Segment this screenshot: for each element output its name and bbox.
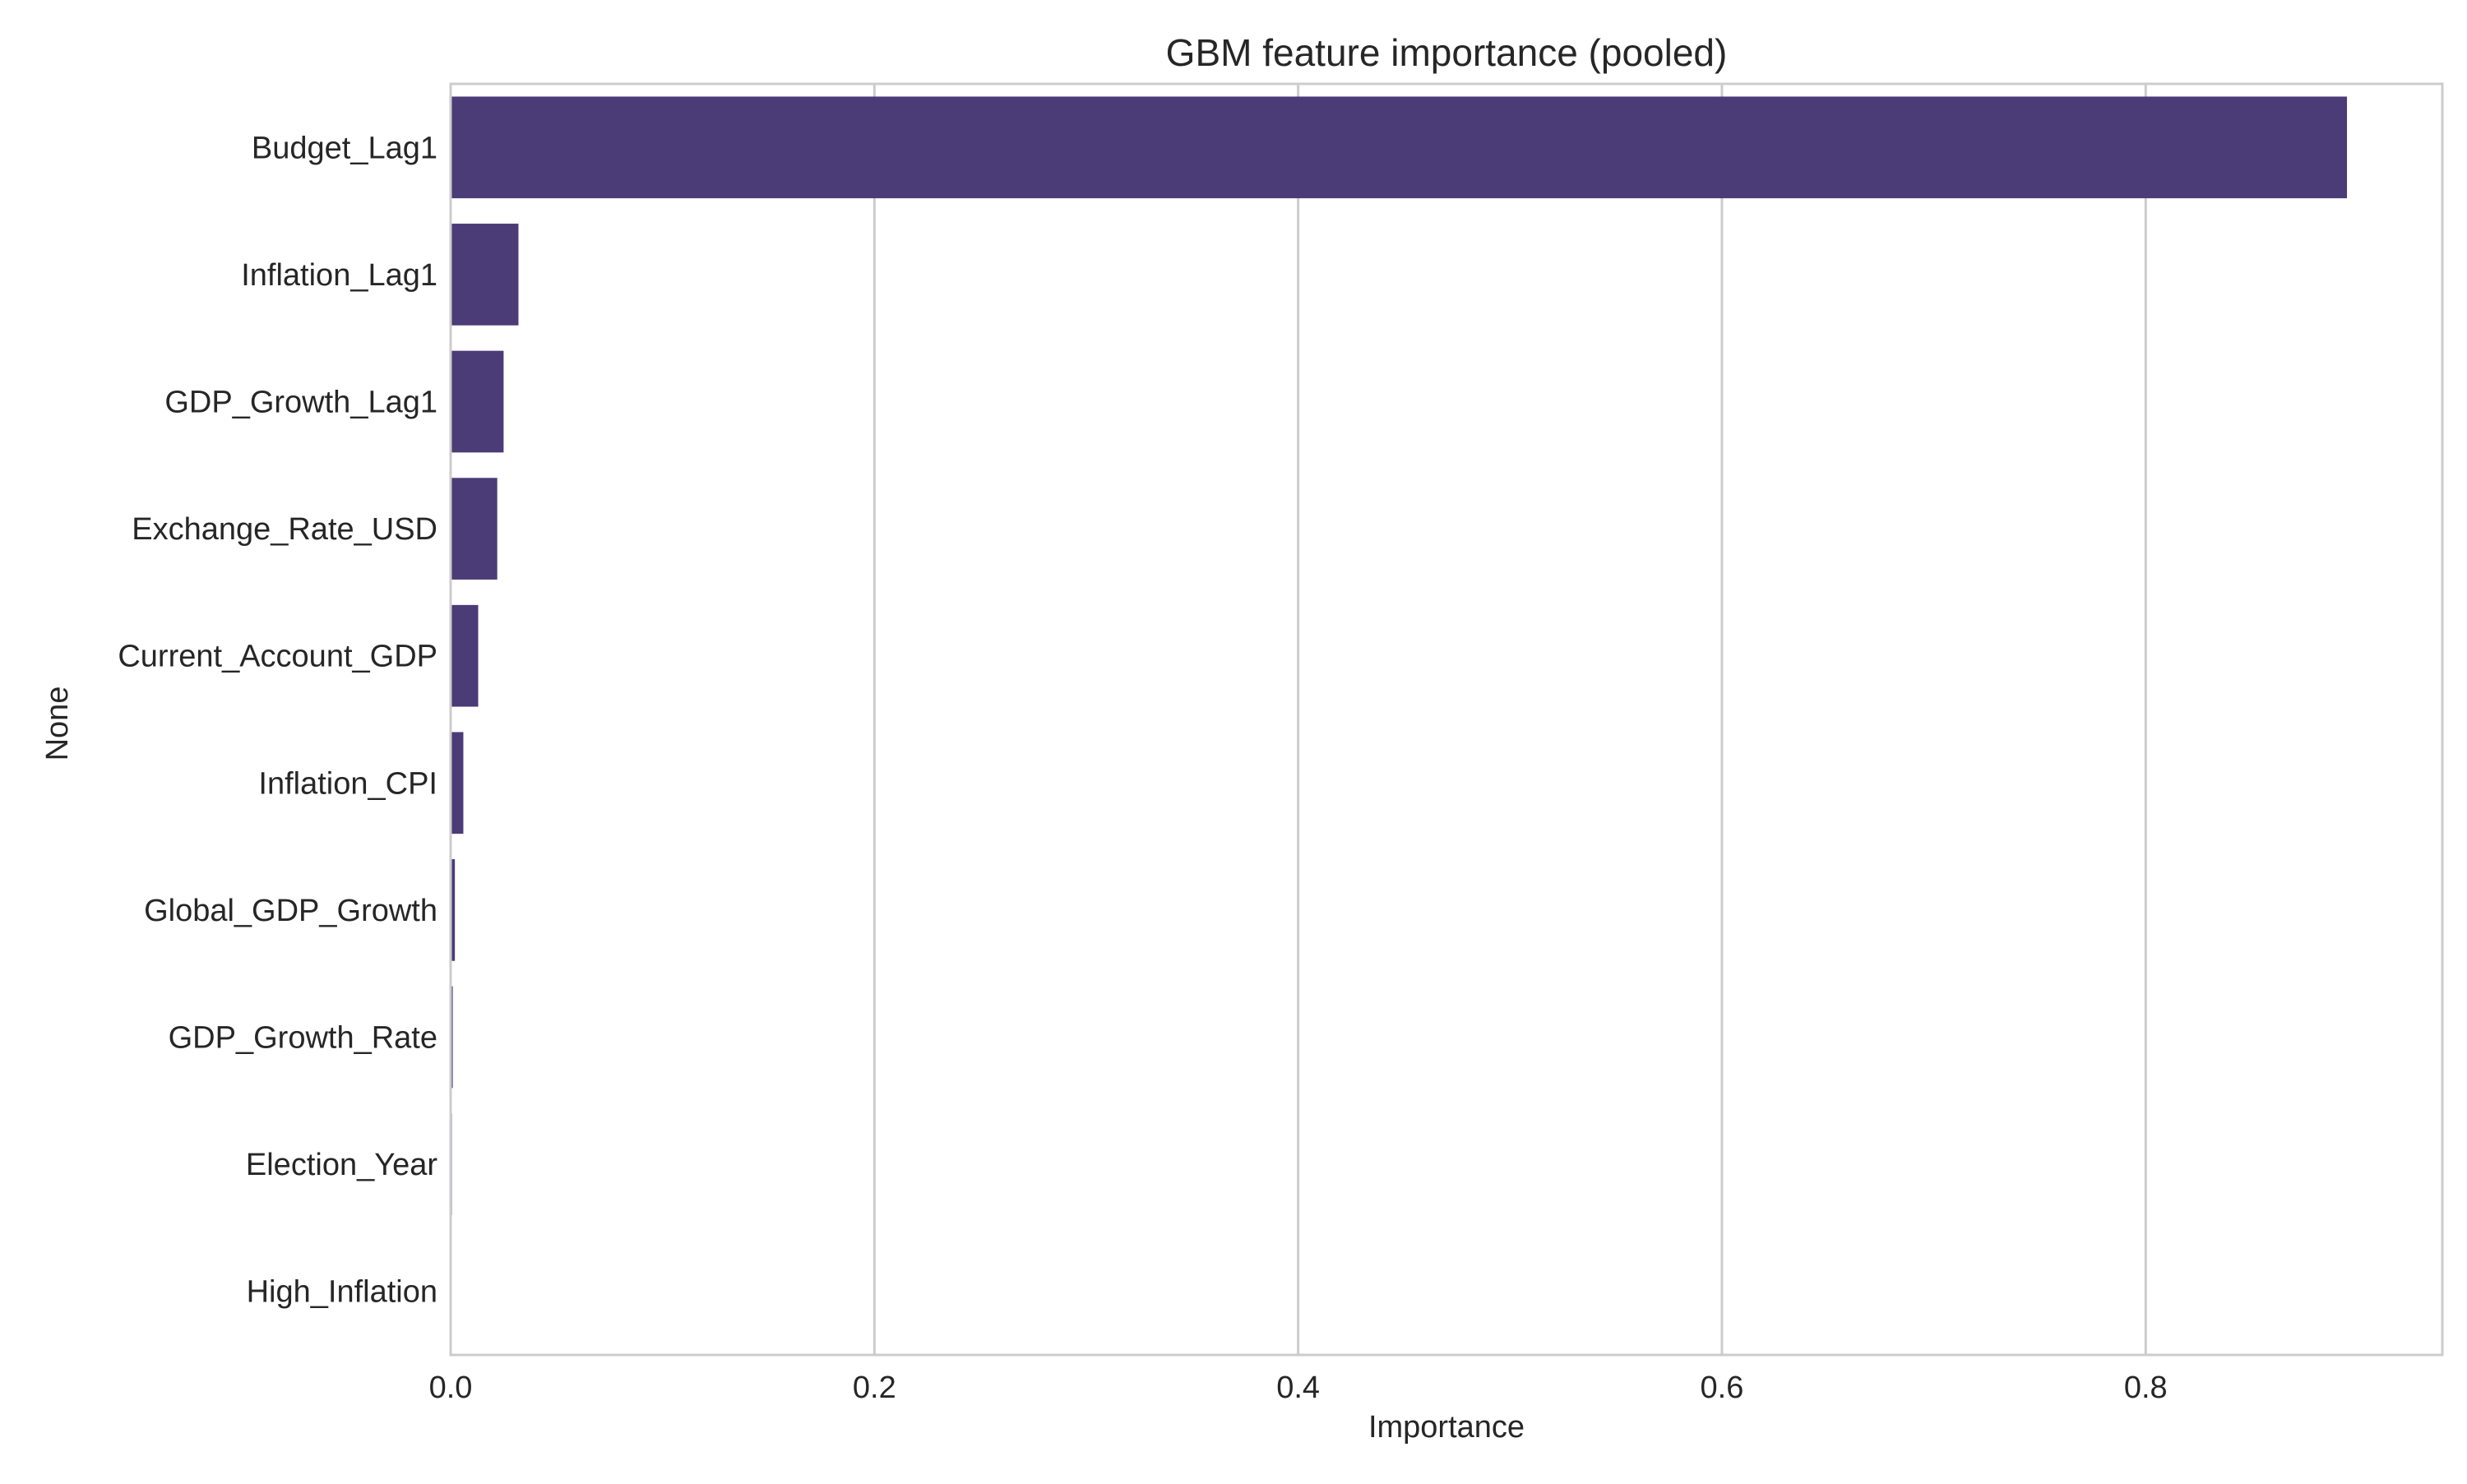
y-tick-labels: Budget_Lag1 Inflation_Lag1 GDP_Growth_Lag1… [118, 131, 437, 1309]
y-tick-label: GDP_Growth_Rate [169, 1021, 437, 1056]
x-tick-label: 0.4 [1276, 1371, 1320, 1405]
bar-inflation-cpi [451, 732, 464, 834]
x-axis-label: Importance [1368, 1410, 1525, 1445]
y-tick-label: Budget_Lag1 [252, 131, 437, 165]
chart-title: GBM feature importance (pooled) [1166, 31, 1728, 74]
x-tick-label: 0.6 [1701, 1371, 1744, 1405]
bar-current-account-gdp [451, 604, 479, 707]
y-axis-label: None [40, 687, 75, 761]
y-tick-label: Inflation_CPI [258, 766, 437, 801]
bar-inflation-lag1 [451, 224, 519, 326]
bars [451, 96, 2348, 1215]
y-tick-label: Inflation_Lag1 [241, 258, 437, 293]
y-tick-label: Election_Year [246, 1148, 437, 1182]
bar-gdp-growth-lag1 [451, 350, 504, 453]
bar-global-gdp-growth [451, 859, 456, 961]
y-tick-label: GDP_Growth_Lag1 [164, 386, 437, 420]
x-tick-label: 0.0 [429, 1371, 473, 1405]
bar-budget-lag1 [451, 96, 2348, 199]
x-tick-label: 0.8 [2124, 1371, 2168, 1405]
y-tick-label: Current_Account_GDP [118, 640, 437, 674]
bar-exchange-rate-usd [451, 478, 498, 580]
plot-frame [449, 82, 2444, 1357]
y-tick-label: High_Inflation [247, 1275, 437, 1310]
y-tick-label: Global_GDP_Growth [144, 894, 437, 928]
y-tick-label: Exchange_Rate_USD [132, 512, 437, 547]
x-tick-labels: 0.0 0.2 0.4 0.6 0.8 [429, 1371, 2168, 1405]
x-tick-label: 0.2 [853, 1371, 896, 1405]
